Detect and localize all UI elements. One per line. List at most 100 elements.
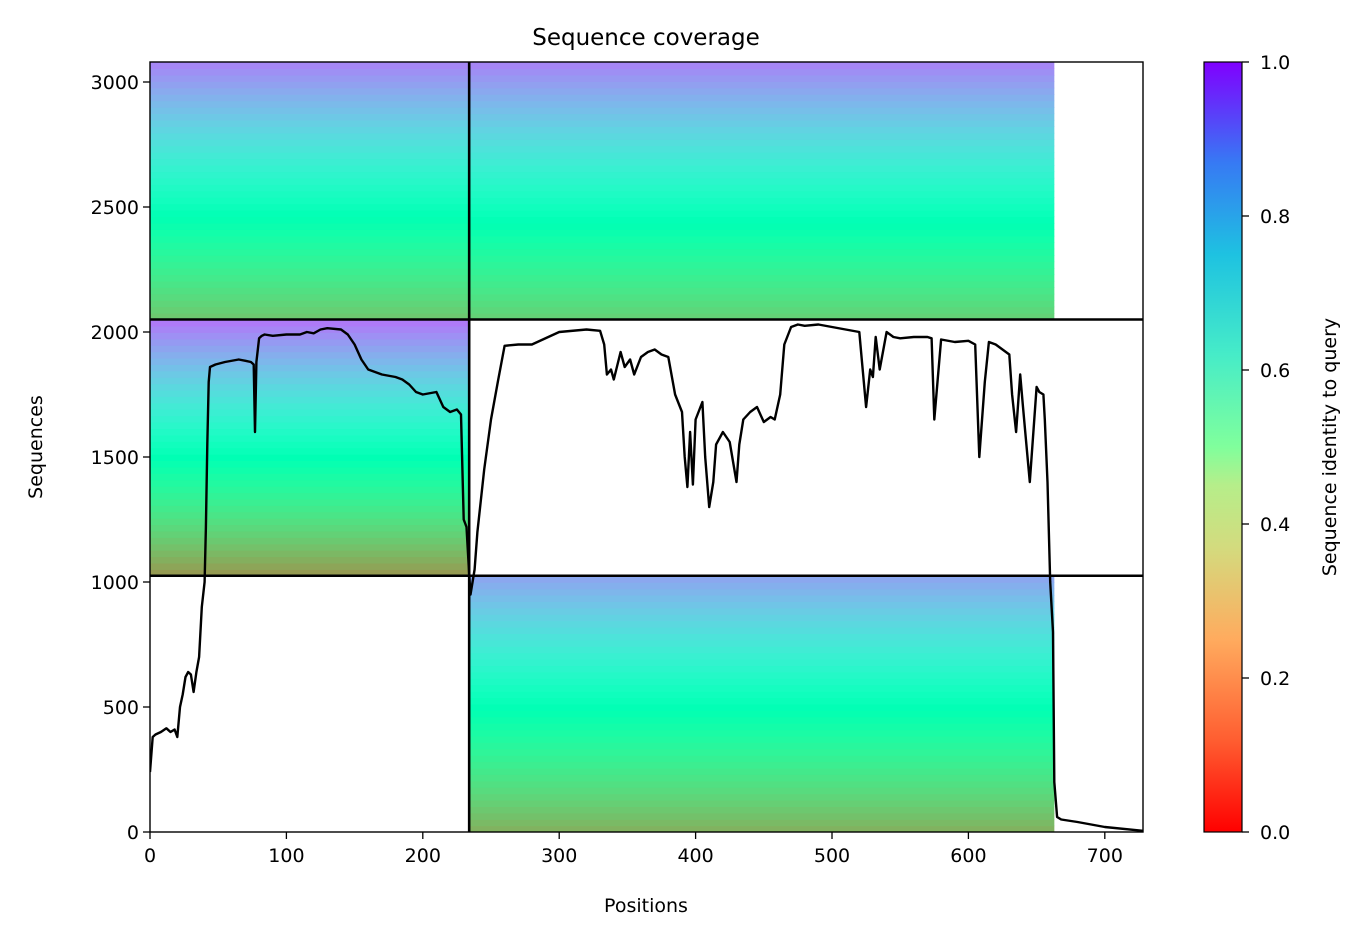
- msa-band: [150, 223, 469, 230]
- y-axis-ticks: 050010001500200025003000: [91, 72, 150, 844]
- msa-band: [150, 184, 469, 191]
- msa-band: [469, 217, 1054, 224]
- msa-band: [469, 704, 1054, 711]
- msa-band: [469, 126, 1054, 133]
- msa-band: [469, 159, 1054, 166]
- msa-band: [150, 268, 469, 275]
- msa-band: [469, 287, 1054, 294]
- msa-band: [469, 68, 1054, 75]
- y-tick-label: 500: [103, 697, 139, 719]
- msa-band: [150, 409, 469, 416]
- msa-band: [150, 217, 469, 224]
- msa-band: [469, 781, 1054, 788]
- msa-band: [469, 307, 1054, 314]
- colorbar-tick-label: 0.0: [1260, 822, 1290, 844]
- msa-band: [150, 294, 469, 301]
- msa-band: [469, 633, 1054, 640]
- msa-band: [150, 441, 469, 448]
- msa-band: [150, 358, 469, 365]
- msa-band: [469, 133, 1054, 140]
- msa-band: [150, 274, 469, 281]
- colorbar-tick-label: 0.6: [1260, 360, 1290, 382]
- msa-band: [469, 787, 1054, 794]
- msa-band: [150, 133, 469, 140]
- msa-band: [150, 505, 469, 512]
- msa-band: [150, 94, 469, 101]
- msa-band: [469, 197, 1054, 204]
- msa-band: [469, 736, 1054, 743]
- y-tick-label: 2500: [91, 197, 139, 219]
- msa-band: [469, 672, 1054, 679]
- msa-band: [150, 81, 469, 88]
- msa-band: [150, 396, 469, 403]
- x-tick-label: 100: [268, 845, 304, 867]
- x-axis-ticks: 0 100 200 300 400 500 600 700: [144, 832, 1123, 867]
- msa-band: [469, 165, 1054, 172]
- msa-band: [469, 114, 1054, 121]
- msa-band: [469, 678, 1054, 685]
- x-tick-label: 0: [144, 845, 156, 867]
- chart-title: Sequence coverage: [532, 25, 760, 51]
- colorbar-tick-label: 0.2: [1260, 668, 1290, 690]
- msa-band: [469, 204, 1054, 211]
- msa-band: [150, 62, 469, 69]
- msa-band: [150, 307, 469, 314]
- msa-band: [469, 62, 1054, 69]
- sequence-coverage-figure: 0 100 200 300 400 500 600 700 05001000150020002…: [0, 0, 1364, 939]
- msa-band: [469, 710, 1054, 717]
- msa-band: [469, 255, 1054, 262]
- y-tick-label: 0: [127, 822, 139, 844]
- msa-band: [150, 159, 469, 166]
- msa-band: [150, 236, 469, 243]
- msa-band: [150, 428, 469, 435]
- msa-band: [150, 171, 469, 178]
- msa-band: [150, 165, 469, 172]
- msa-band: [469, 589, 1054, 596]
- msa-band: [150, 120, 469, 127]
- msa-band: [150, 210, 469, 217]
- msa-band: [150, 345, 469, 352]
- msa-band: [150, 339, 469, 346]
- msa-band: [150, 255, 469, 262]
- msa-band: [150, 499, 469, 506]
- msa-band: [150, 454, 469, 461]
- msa-band: [150, 300, 469, 307]
- msa-band: [469, 300, 1054, 307]
- msa-band: [469, 262, 1054, 269]
- msa-band: [469, 171, 1054, 178]
- msa-band: [150, 152, 469, 159]
- msa-band: [150, 492, 469, 499]
- msa-band: [150, 550, 469, 557]
- msa-band: [150, 537, 469, 544]
- msa-band: [469, 640, 1054, 647]
- colorbar: [1204, 62, 1242, 832]
- msa-band: [150, 262, 469, 269]
- msa-band: [469, 621, 1054, 628]
- y-tick-label: 1000: [91, 572, 139, 594]
- msa-band: [469, 601, 1054, 608]
- msa-band: [469, 139, 1054, 146]
- msa-band: [150, 352, 469, 359]
- msa-band: [469, 236, 1054, 243]
- msa-band: [469, 178, 1054, 185]
- msa-band: [150, 371, 469, 378]
- msa-band: [150, 287, 469, 294]
- msa-band: [150, 531, 469, 538]
- msa-band: [150, 75, 469, 82]
- msa-band: [150, 126, 469, 133]
- colorbar-tick-label: 0.4: [1260, 514, 1290, 536]
- msa-band: [469, 806, 1054, 813]
- colorbar-ticks: 0.0 0.2 0.4 0.6 0.8 1.0: [1242, 52, 1290, 844]
- msa-band: [469, 88, 1054, 95]
- msa-band: [150, 101, 469, 108]
- x-tick-label: 400: [677, 845, 713, 867]
- y-tick-label: 1500: [91, 447, 139, 469]
- msa-band: [469, 249, 1054, 256]
- y-tick-label: 3000: [91, 72, 139, 94]
- msa-band: [150, 191, 469, 198]
- msa-band: [469, 582, 1054, 589]
- msa-band: [469, 614, 1054, 621]
- msa-band: [469, 268, 1054, 275]
- msa-band: [469, 665, 1054, 672]
- msa-band: [469, 608, 1054, 615]
